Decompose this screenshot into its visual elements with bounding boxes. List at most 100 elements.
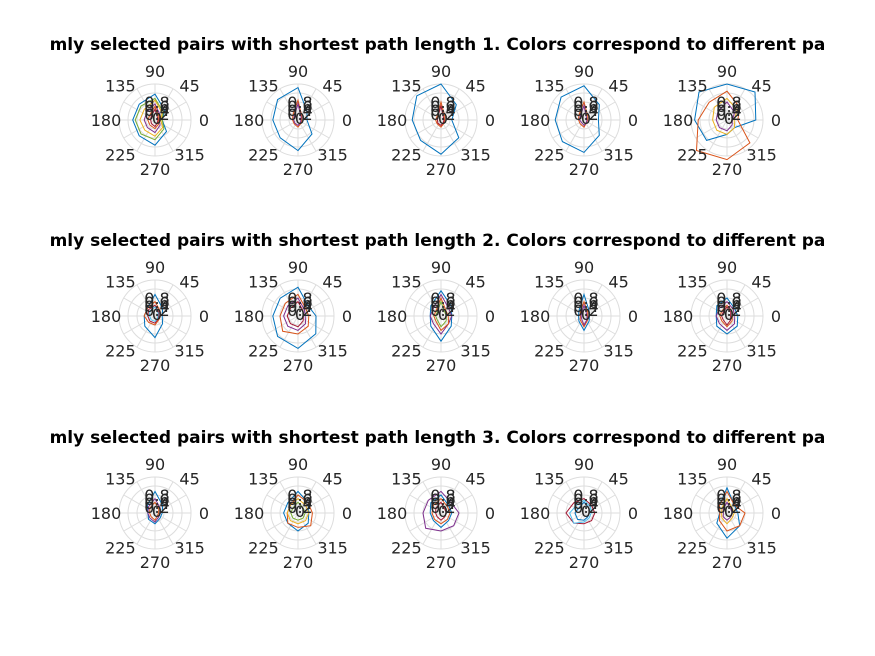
angle-tick-label: 90 — [145, 258, 165, 277]
grid-spoke — [136, 512, 156, 545]
radial-tick-label: 0 — [581, 502, 591, 521]
series-trace — [435, 300, 447, 328]
angle-tick-label: 315 — [746, 146, 777, 165]
angle-tick-label: 270 — [140, 160, 171, 179]
radial-tick-label: 0.8 — [573, 93, 598, 112]
grid-spoke — [583, 101, 616, 121]
grid-spoke — [422, 119, 442, 152]
angle-tick-label: 45 — [179, 469, 199, 488]
radial-tick-label: 0.4 — [144, 297, 169, 316]
angle-tick-label: 45 — [608, 272, 628, 291]
series-trace — [435, 501, 447, 521]
angle-tick-label: 270 — [283, 553, 314, 572]
angle-tick-label: 225 — [248, 342, 279, 361]
series-trace — [286, 497, 310, 525]
angle-tick-label: 225 — [677, 539, 708, 558]
angle-tick-label: 270 — [712, 160, 743, 179]
radial-tick-label: 0.8 — [287, 93, 312, 112]
angle-tick-label: 135 — [248, 272, 279, 291]
radial-tick-label: 0.8 — [573, 486, 598, 505]
grid-spoke — [154, 315, 187, 335]
angle-tick-label: 315 — [746, 539, 777, 558]
angle-tick-label: 315 — [317, 146, 348, 165]
angle-tick-label: 90 — [717, 455, 737, 474]
series-trace — [718, 490, 746, 532]
grid-spoke — [279, 315, 299, 348]
grid-spoke — [279, 481, 299, 514]
angle-tick-label: 225 — [391, 342, 422, 361]
grid-spoke — [726, 494, 759, 514]
series-trace — [411, 83, 460, 155]
radial-tick-label: 0.2 — [430, 301, 455, 320]
angle-tick-label: 45 — [465, 272, 485, 291]
angle-tick-label: 180 — [91, 307, 122, 326]
angle-tick-label: 225 — [534, 342, 565, 361]
angle-tick-label: 90 — [431, 62, 451, 81]
angle-tick-label: 315 — [603, 342, 634, 361]
grid-spoke — [266, 315, 299, 335]
angle-tick-label: 45 — [751, 469, 771, 488]
radial-tick-label: 0 — [581, 305, 591, 324]
radial-tick-label: 0.4 — [144, 101, 169, 120]
radial-tick-label: 0 — [581, 109, 591, 128]
radial-tick-label: 0.6 — [287, 490, 312, 509]
radial-tick-label: 0.8 — [716, 486, 741, 505]
radial-tick-label: 0 — [152, 109, 162, 128]
radial-tick-label: 0.2 — [144, 498, 169, 517]
grid-spoke — [583, 512, 603, 545]
angle-tick-label: 270 — [426, 356, 457, 375]
angle-tick-label: 90 — [574, 258, 594, 277]
series-trace — [719, 304, 733, 328]
radial-tick-label: 0.4 — [287, 101, 312, 120]
series-trace — [272, 86, 313, 152]
radial-tick-label: 0.8 — [287, 486, 312, 505]
grid-spoke — [123, 512, 156, 532]
radial-tick-label: 0.4 — [716, 297, 741, 316]
angle-tick-label: 315 — [460, 539, 491, 558]
grid-spoke — [440, 119, 460, 152]
grid-spoke — [583, 119, 616, 139]
radial-tick-label: 0.2 — [430, 105, 455, 124]
grid-spoke — [279, 119, 299, 152]
grid-spoke — [726, 512, 746, 545]
grid-spoke — [297, 284, 317, 317]
grid-spoke — [440, 119, 473, 139]
radial-tick-label: 0.4 — [144, 494, 169, 513]
angle-tick-label: 315 — [317, 539, 348, 558]
series-trace — [429, 293, 453, 335]
angle-tick-label: 180 — [663, 307, 694, 326]
row-title: mly selected pairs with shortest path le… — [50, 428, 826, 448]
radial-tick-label: 0 — [724, 109, 734, 128]
grid-spoke — [440, 101, 473, 121]
radial-tick-label: 0.6 — [287, 293, 312, 312]
grid-spoke — [695, 101, 728, 121]
angle-tick-label: 180 — [520, 307, 551, 326]
grid-spoke — [297, 494, 330, 514]
angle-tick-label: 180 — [663, 504, 694, 523]
series-trace — [293, 101, 302, 127]
grid-spoke — [297, 101, 330, 121]
series-trace — [283, 490, 310, 532]
angle-tick-label: 135 — [391, 272, 422, 291]
angle-tick-label: 0 — [771, 307, 781, 326]
grid-spoke — [583, 512, 616, 532]
radial-tick-label: 0.2 — [573, 301, 598, 320]
angle-tick-label: 315 — [603, 146, 634, 165]
radial-tick-label: 0.8 — [430, 486, 455, 505]
angle-tick-label: 270 — [426, 553, 457, 572]
angle-tick-label: 45 — [179, 76, 199, 95]
grid-spoke — [440, 512, 473, 532]
angle-tick-label: 180 — [377, 504, 408, 523]
angle-tick-label: 45 — [608, 469, 628, 488]
radial-tick-label: 0.6 — [430, 490, 455, 509]
angle-tick-label: 45 — [465, 76, 485, 95]
angle-tick-label: 90 — [431, 258, 451, 277]
grid-spoke — [726, 88, 746, 121]
angle-tick-label: 225 — [391, 146, 422, 165]
angle-tick-label: 225 — [534, 146, 565, 165]
